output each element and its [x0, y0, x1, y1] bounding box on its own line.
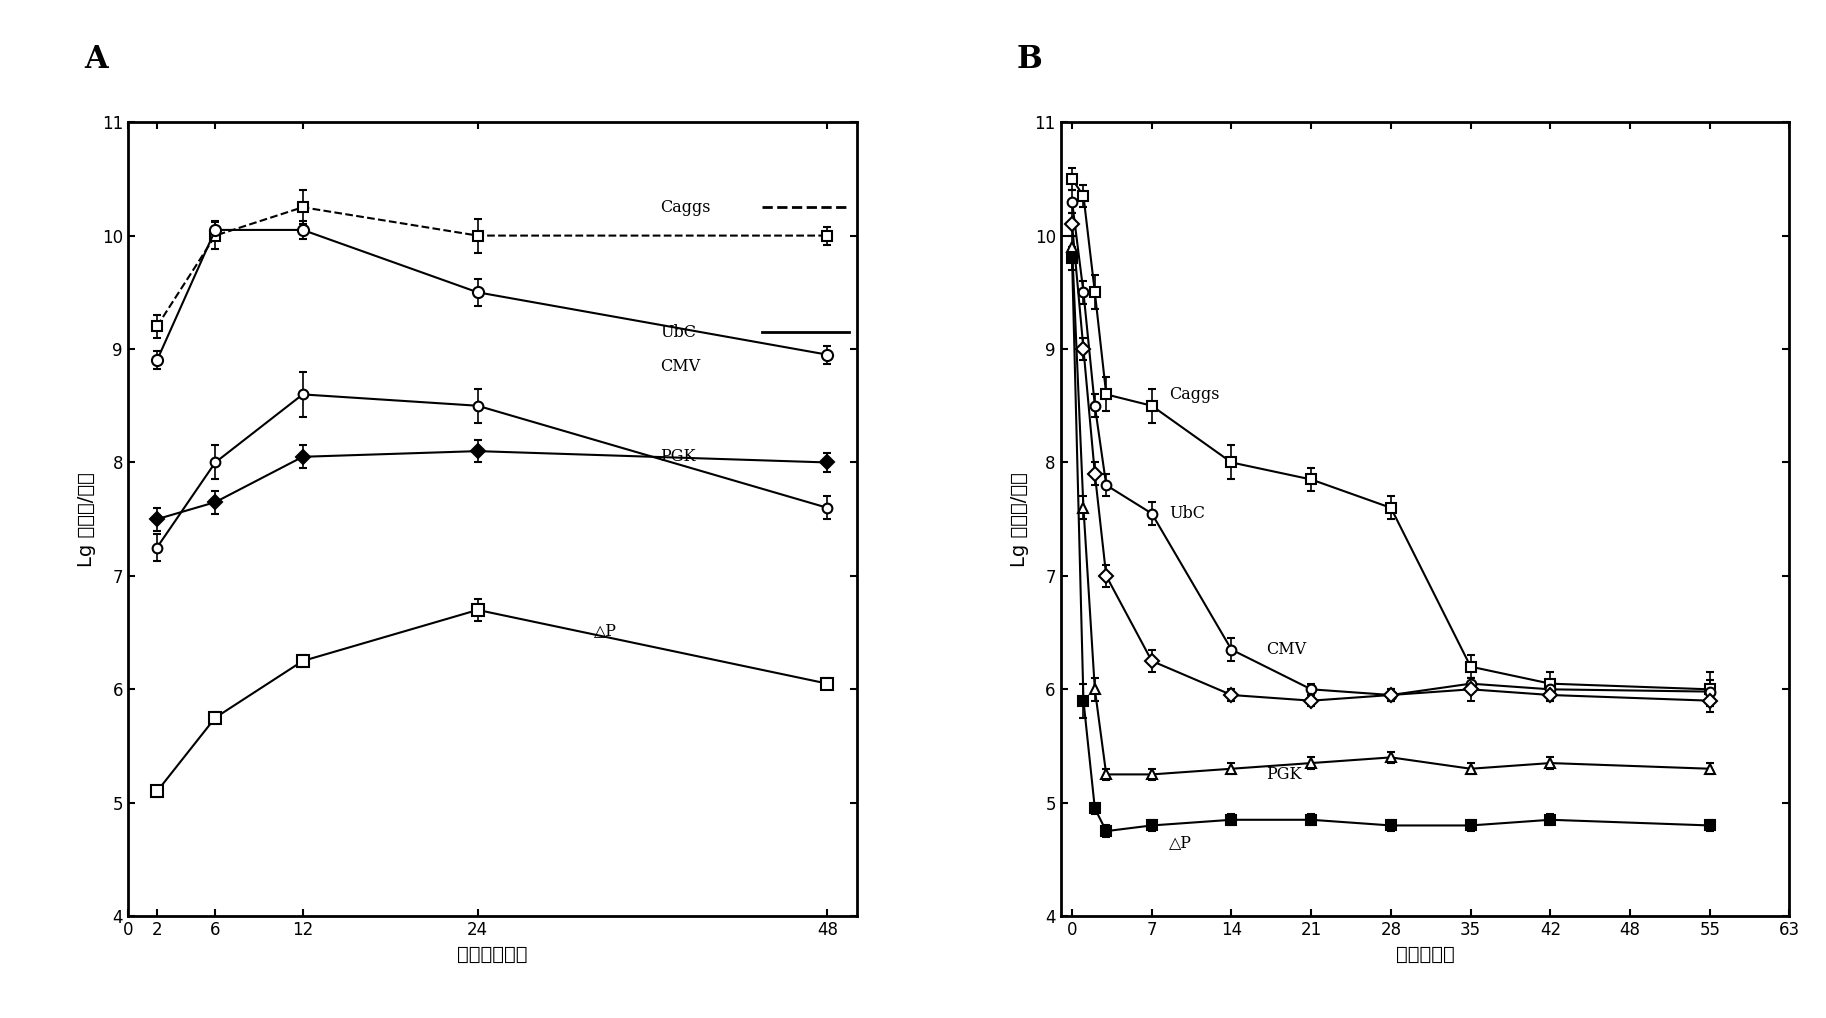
Y-axis label: Lg 光子数/秒数: Lg 光子数/秒数 [77, 471, 97, 567]
Text: PGK: PGK [659, 448, 696, 465]
Text: △P: △P [593, 622, 617, 639]
Text: PGK: PGK [1265, 766, 1302, 783]
Text: UbC: UbC [659, 324, 696, 340]
Text: CMV: CMV [659, 357, 699, 375]
Text: Caggs: Caggs [1169, 386, 1220, 403]
Text: CMV: CMV [1265, 641, 1306, 658]
Text: A: A [84, 44, 108, 74]
X-axis label: 注射后天数: 注射后天数 [1395, 945, 1455, 964]
X-axis label: 注射后小时数: 注射后小时数 [456, 945, 528, 964]
Text: UbC: UbC [1169, 505, 1205, 522]
Text: B: B [1017, 44, 1043, 74]
Y-axis label: Lg 光子数/秒数: Lg 光子数/秒数 [1010, 471, 1030, 567]
Text: △P: △P [1169, 834, 1192, 851]
Text: Caggs: Caggs [659, 199, 710, 216]
